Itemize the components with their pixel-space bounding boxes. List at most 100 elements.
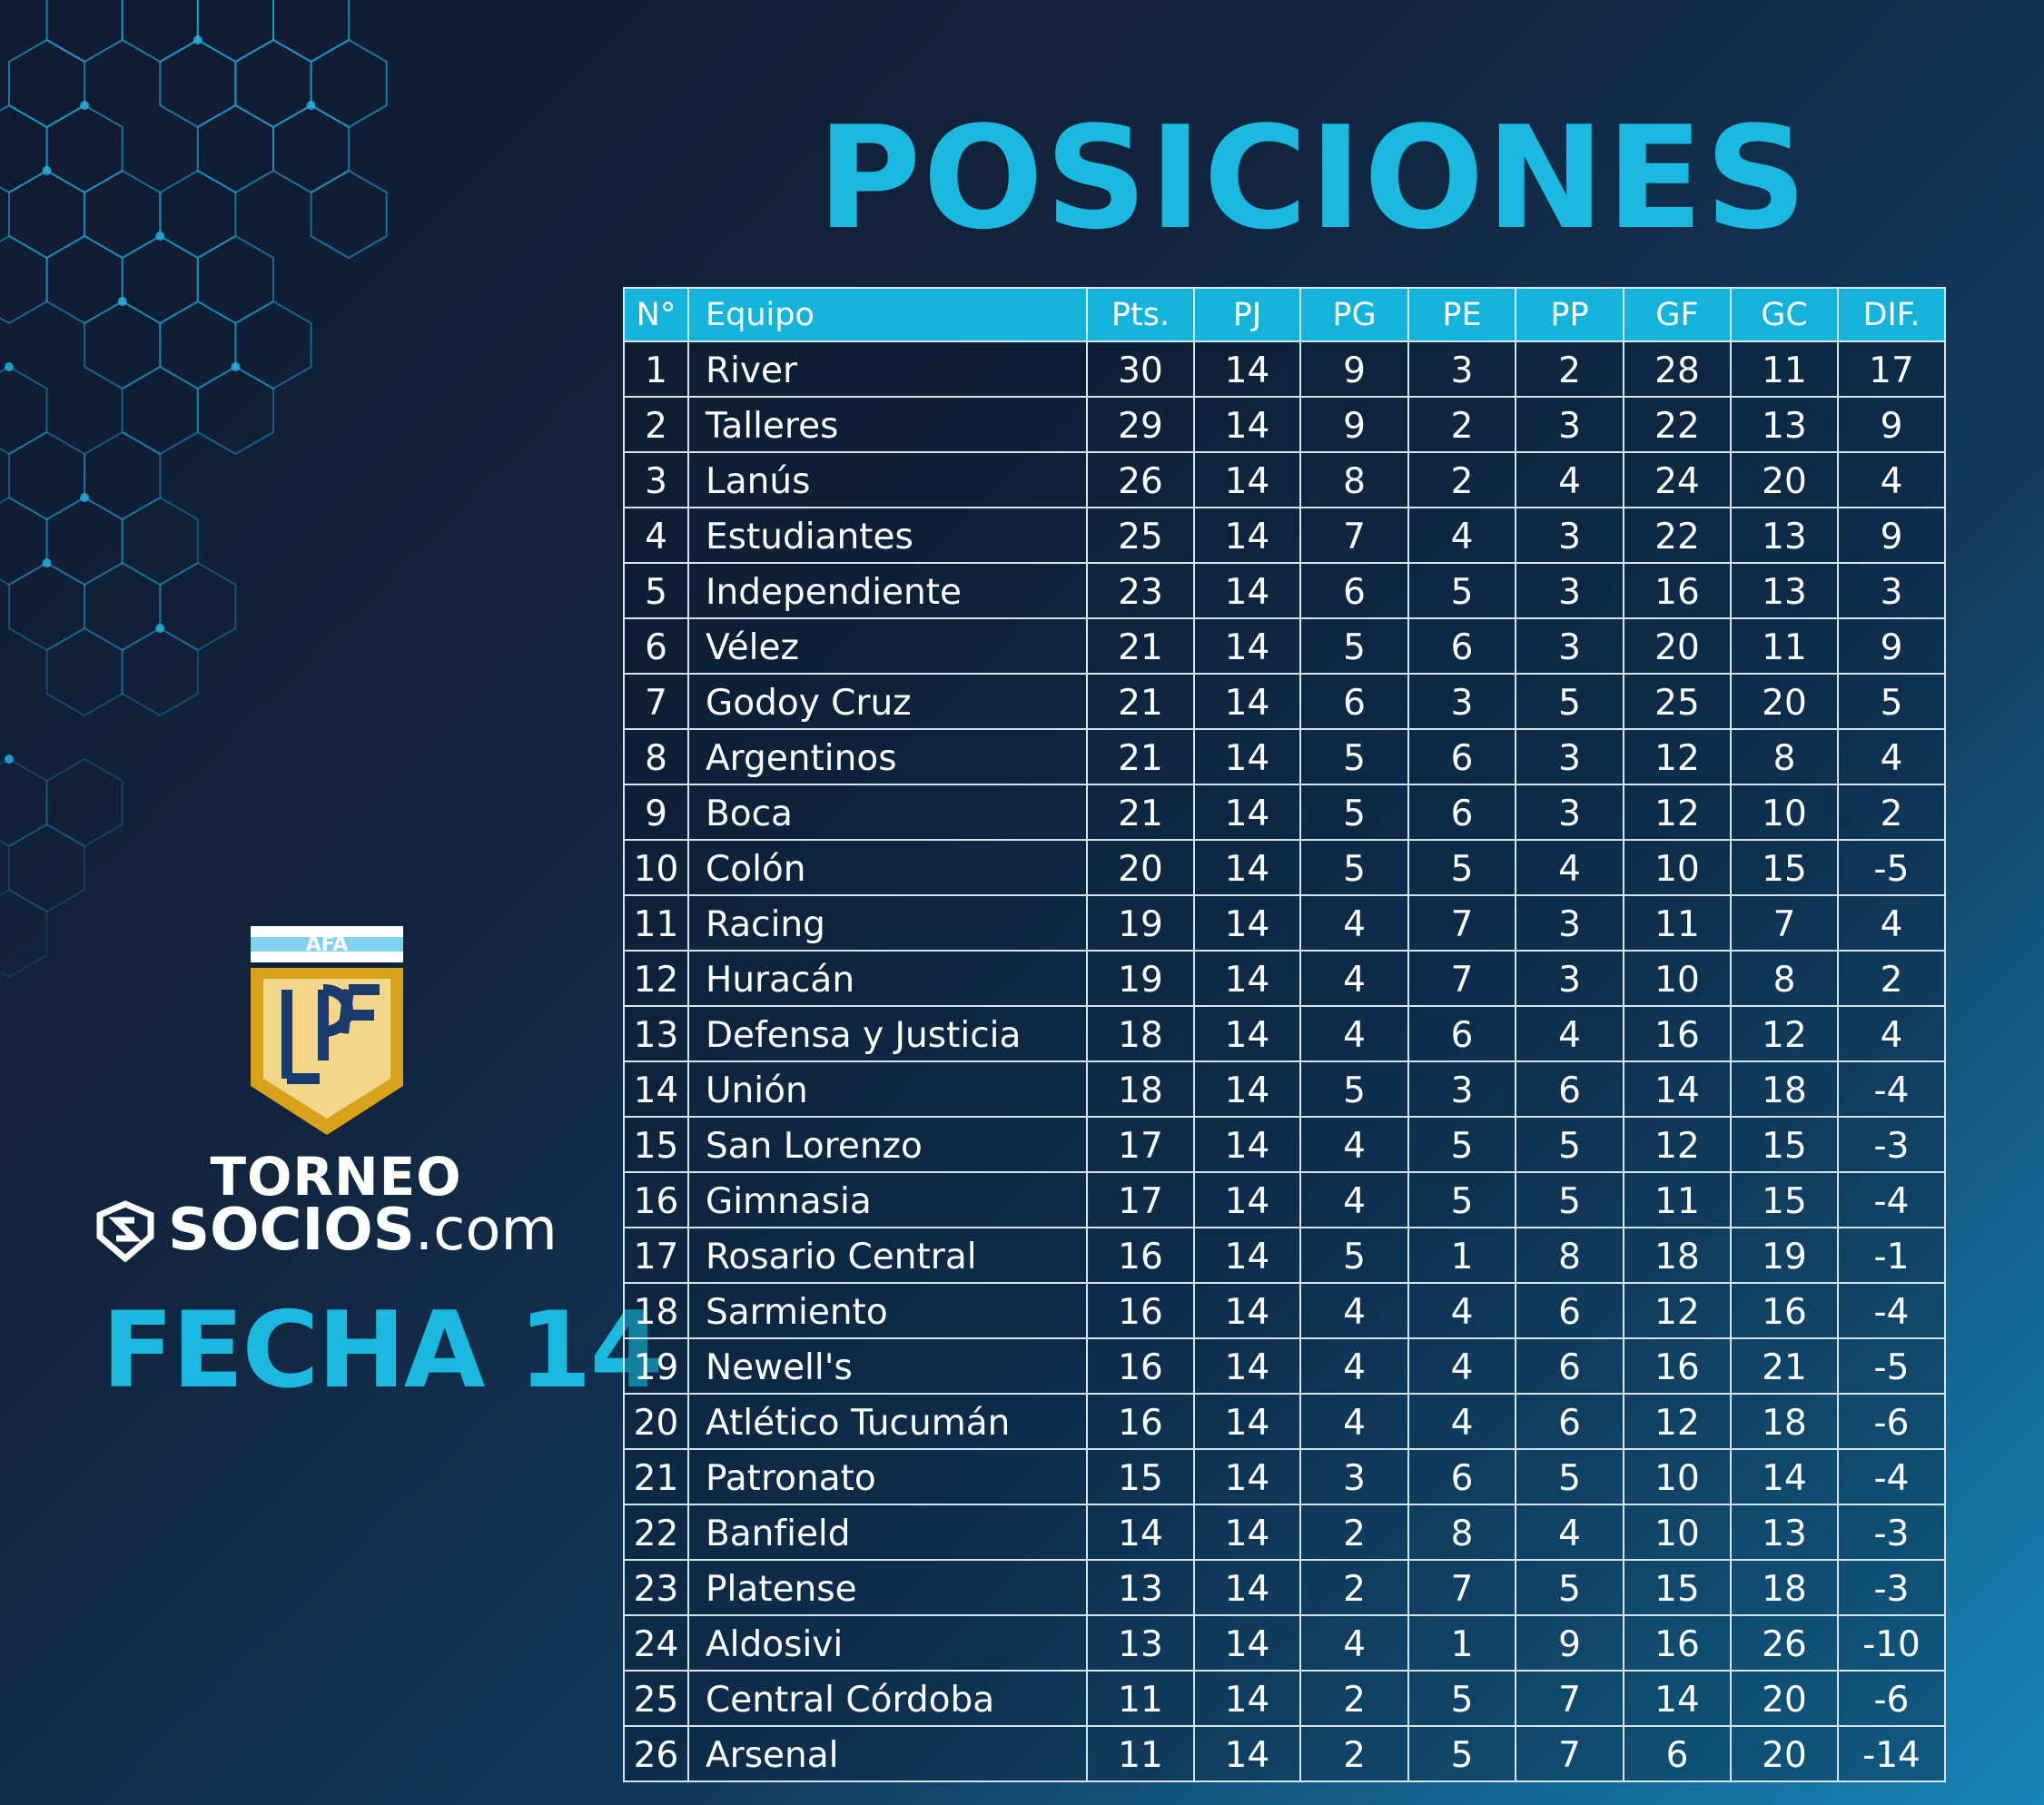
stat-cell: -5 [1837,1337,1946,1395]
stat-cell: 14 [1193,1282,1301,1339]
stat-cell: 4 [1515,1504,1624,1561]
stat-cell: 18 [1623,1227,1732,1284]
stat-cell: 13 [1730,1504,1839,1561]
table-row: 7 Godoy Cruz 21 14 6 3 5 25 20 5 [623,673,1946,730]
stat-cell: 4 [1515,839,1624,896]
stat-cell: -6 [1837,1393,1946,1450]
stat-cell: 14 [1193,839,1301,896]
stat-cell: 4 [623,507,689,564]
stat-cell: 13 [1086,1614,1195,1672]
column-header: PG [1299,287,1409,342]
stat-cell: 26 [623,1725,689,1782]
sponsor-light: .com [414,1197,558,1264]
hex-cell [84,430,162,521]
table-row: 9 Boca 21 14 5 6 3 12 10 2 [623,784,1946,841]
stat-cell: 10 [1623,950,1732,1007]
stat-cell: 5 [1299,728,1409,785]
stat-cell: 8 [1730,728,1839,785]
hex-cell [45,757,123,848]
stat-cell: 4 [1299,1171,1409,1228]
stat-cell: 4 [1299,1337,1409,1395]
stat-cell: 16 [1623,1337,1732,1395]
hex-cell [0,104,48,194]
sponsor-icon [96,1200,154,1262]
table-row: 17 Rosario Central 16 14 5 1 8 18 19 -1 [623,1227,1946,1284]
stat-cell: 14 [1193,1725,1301,1782]
stat-cell: 12 [1730,1005,1839,1062]
stat-cell: 11 [1730,617,1839,675]
stat-cell: 21 [1086,784,1195,841]
team-cell: Argentinos [687,728,1088,785]
team-cell: Estudiantes [687,507,1088,564]
team-cell: Vélez [687,617,1088,675]
stat-cell: 16 [1086,1282,1195,1339]
hex-cell [159,300,237,390]
stat-cell: 2 [1407,451,1516,508]
team-cell: Talleres [687,396,1088,453]
hex-node [193,35,202,44]
stat-cell: 9 [1837,396,1946,453]
table-row: 20 Atlético Tucumán 16 14 4 4 6 12 18 -6 [623,1393,1946,1450]
stat-cell: 11 [1623,894,1732,952]
stat-cell: 5 [1407,1171,1516,1228]
hex-cell [234,300,312,390]
hex-cell [159,169,237,260]
team-cell: Banfield [687,1504,1088,1561]
hex-node [155,232,165,241]
stat-cell: 5 [1299,1227,1409,1284]
stat-cell: 5 [1515,1559,1624,1616]
team-cell: Defensa y Justicia [687,1005,1088,1062]
stat-cell: 14 [1193,894,1301,952]
stat-cell: 11 [1623,1171,1732,1228]
stat-cell: 8 [1407,1504,1516,1561]
stat-cell: 3 [1515,617,1624,675]
stat-cell: 22 [1623,396,1732,453]
stat-cell: 18 [1730,1060,1839,1118]
stat-cell: 4 [1299,1116,1409,1173]
table-row: 10 Colón 20 14 5 5 4 10 15 -5 [623,839,1946,896]
team-cell: Platense [687,1559,1088,1616]
stat-cell: -4 [1837,1282,1946,1339]
stat-cell: 18 [1730,1393,1839,1450]
hex-node [42,166,52,175]
table-row: 14 Unión 18 14 5 3 6 14 18 -4 [623,1060,1946,1118]
sponsor-shield [96,1200,154,1262]
stat-cell: -4 [1837,1060,1946,1118]
stat-cell: 17 [623,1227,689,1284]
stat-cell: 14 [1193,1337,1301,1395]
stat-cell: 15 [1730,839,1839,896]
stat-cell: -4 [1837,1448,1946,1505]
stat-cell: 14 [1193,340,1301,398]
hex-cell [121,496,199,587]
stat-cell: 17 [1086,1116,1195,1173]
hex-cell [196,365,274,456]
table-row: 5 Independiente 23 14 6 5 3 16 13 3 [623,562,1946,619]
hex-cell [196,0,274,64]
logo-monogram [281,984,380,1084]
stat-cell: 5 [1515,673,1624,730]
sponsor-s [108,1217,143,1242]
stat-cell: 14 [1193,451,1301,508]
stat-cell: 16 [1730,1282,1839,1339]
stat-cell: 17 [1086,1171,1195,1228]
stat-cell: -3 [1837,1504,1946,1561]
stat-cell: 14 [1193,950,1301,1007]
stat-cell: 14 [1193,1005,1301,1062]
stat-cell: 3 [1299,1448,1409,1505]
team-cell: Boca [687,784,1088,841]
stat-cell: 12 [1623,784,1732,841]
hex-cell [0,496,48,587]
stat-cell: -3 [1837,1559,1946,1616]
stat-cell: 10 [1623,839,1732,896]
stat-cell: 3 [1407,1060,1516,1118]
team-cell: Atlético Tucumán [687,1393,1088,1450]
stat-cell: 3 [1515,396,1624,453]
hex-cell [310,38,388,129]
stat-cell: 8 [1299,451,1409,508]
page-title: POSICIONES [817,95,1809,261]
team-cell: Godoy Cruz [687,673,1088,730]
stat-cell: 14 [623,1060,689,1118]
hex-node [306,101,316,110]
stat-cell: 5 [1299,1060,1409,1118]
